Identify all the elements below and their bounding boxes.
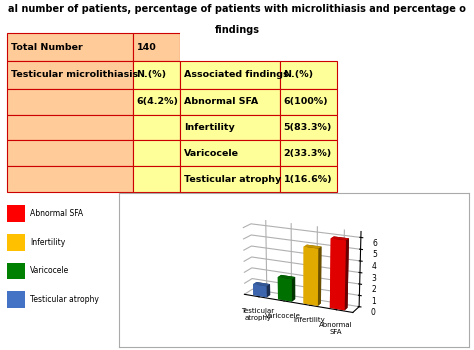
Text: Testicular atrophy: Testicular atrophy	[184, 175, 281, 184]
Bar	[180, 166, 280, 192]
Bar	[133, 166, 180, 192]
Text: N.(%): N.(%)	[137, 70, 167, 79]
Bar	[7, 61, 133, 89]
Bar	[180, 61, 280, 89]
Bar	[7, 33, 133, 61]
Text: N.(%): N.(%)	[283, 70, 314, 79]
Bar	[180, 140, 280, 166]
Text: Associated findings: Associated findings	[184, 70, 289, 79]
Text: 6(4.2%): 6(4.2%)	[137, 97, 179, 106]
Bar	[133, 33, 180, 61]
Text: 140: 140	[137, 43, 156, 52]
Text: Infertility: Infertility	[30, 238, 65, 247]
Text: Abnormal SFA: Abnormal SFA	[184, 97, 258, 106]
Bar	[180, 89, 280, 115]
Bar	[7, 115, 133, 140]
Bar	[280, 61, 337, 89]
Text: Varicocele: Varicocele	[184, 149, 239, 158]
Bar	[133, 140, 180, 166]
Text: 5(83.3%): 5(83.3%)	[283, 123, 332, 132]
Bar	[133, 89, 180, 115]
Bar	[180, 33, 280, 61]
Bar	[280, 89, 337, 115]
Text: Testicular atrophy: Testicular atrophy	[30, 295, 99, 304]
Text: findings: findings	[215, 26, 259, 35]
Bar	[180, 115, 280, 140]
Text: 6(100%): 6(100%)	[283, 97, 328, 106]
Text: Abnormal SFA: Abnormal SFA	[30, 209, 83, 218]
Bar	[7, 205, 25, 222]
Bar	[7, 166, 133, 192]
Bar	[7, 291, 25, 308]
Bar	[7, 89, 133, 115]
Bar	[7, 262, 25, 279]
Text: 1(16.6%): 1(16.6%)	[283, 175, 332, 184]
Text: 2(33.3%): 2(33.3%)	[283, 149, 332, 158]
Bar	[280, 140, 337, 166]
Text: al number of patients, percentage of patients with microlithiasis and percentage: al number of patients, percentage of pat…	[8, 4, 466, 14]
Bar	[280, 33, 337, 61]
Bar	[7, 140, 133, 166]
Bar	[133, 61, 180, 89]
Text: Infertility: Infertility	[184, 123, 235, 132]
Bar	[7, 234, 25, 251]
Bar	[280, 166, 337, 192]
Text: Varicocele: Varicocele	[30, 266, 69, 275]
Text: Testicular microlithiasis: Testicular microlithiasis	[11, 70, 138, 79]
Text: Total Number: Total Number	[11, 43, 82, 52]
Bar	[133, 115, 180, 140]
Bar	[280, 115, 337, 140]
